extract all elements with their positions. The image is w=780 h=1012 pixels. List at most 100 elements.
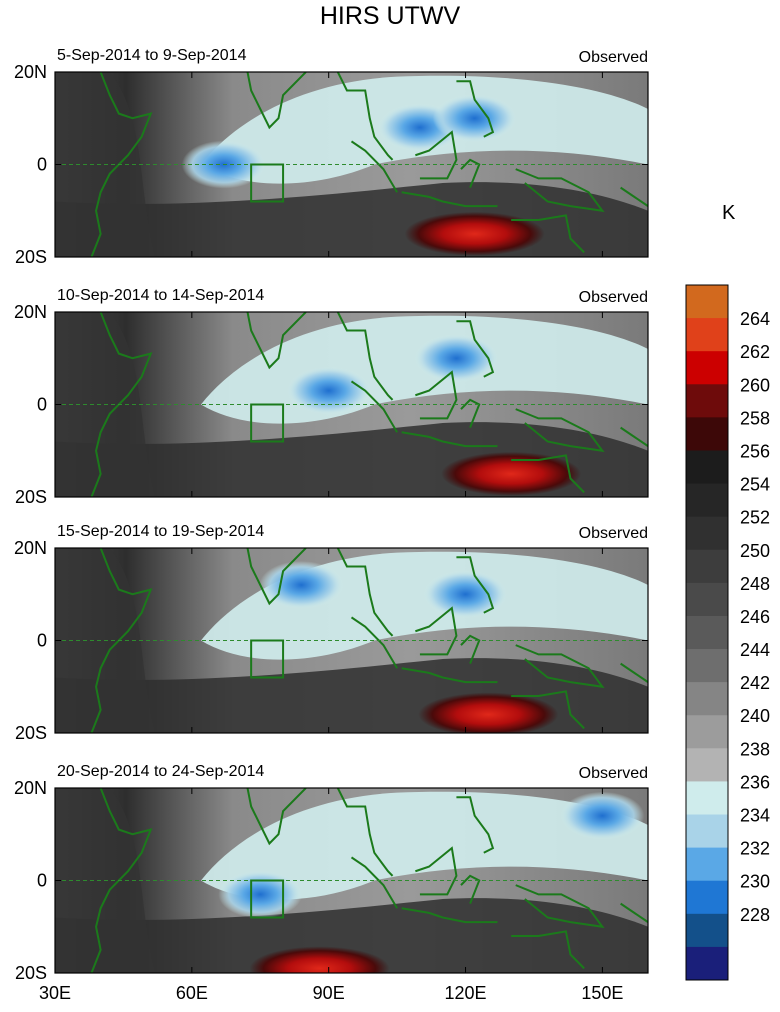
colorbar-tick-label: 234 [740,806,770,826]
study-region-box [250,163,285,203]
figure-title: HIRS UTWV [319,2,461,30]
colorbar-frame [685,284,729,981]
colorbar-tick-label: 242 [740,673,770,693]
colorbar-tick-label: 246 [740,607,770,627]
coastline [350,380,398,433]
dry-belt [55,898,648,973]
utwv-field [55,312,648,497]
colorbar-tick-label: 264 [740,309,770,329]
coastline [350,140,398,193]
y-tick-label: 20N [14,538,47,558]
study-region-box [250,403,285,443]
coastline [350,856,398,909]
coastline [90,312,153,497]
coastline [515,884,605,929]
coastline [511,214,585,254]
coastline [90,72,153,257]
colorbar-tick-label: 262 [740,342,770,362]
coastline [415,130,458,180]
coastline [515,168,605,213]
coastline [401,907,498,924]
coastline [178,788,180,789]
coastline [511,454,585,494]
dry-maximum-3 [418,692,559,733]
panel-4: 20N 0 20S 20-Sep-2014 to 24-Sep-2014 Observe… [14,763,649,983]
dry-maximum-3 [441,451,582,496]
colorbar-swatch [686,582,728,617]
colorbar-swatch [686,384,728,418]
y-tick-label: 20S [15,247,47,267]
colorbar-tick-label: 258 [740,408,770,428]
moist-minimum-1 [259,561,344,609]
coastline [350,616,398,669]
panel-tag-label: Observed [579,525,648,542]
coastline [456,320,495,378]
colorbar-swatch [686,516,728,551]
moist-minimum-2 [423,570,508,619]
coastline [460,158,481,188]
coastline [620,662,648,683]
y-tick-label: 20S [15,723,47,743]
x-tick-label: 150E [581,983,623,1003]
panel-2: 20N 0 20S 10-Sep-2014 to 14-Sep-2014 Observe… [14,287,649,507]
panel-period-label: 15-Sep-2014 to 19-Sep-2014 [57,523,264,540]
colorbar-swatch [686,649,728,683]
study-region-box [250,639,285,679]
colorbar-tick-label: 240 [740,706,770,726]
x-tick-label: 90E [313,983,345,1003]
panel-period-label: 10-Sep-2014 to 14-Sep-2014 [57,287,264,304]
y-tick-label: 0 [37,871,47,891]
colorbar: 264 262 260 258 256 254 252 250 248 246 244 242 240 2… [685,284,770,981]
coastline [178,72,180,73]
dry-maximum-4 [404,211,545,256]
colorbar-swatch [686,748,728,782]
colorbar-swatch [686,351,728,385]
coastline [336,72,394,161]
coastline [460,398,481,428]
coastline [246,312,307,370]
y-tick-label: 20N [14,62,47,82]
moist-minimum-1 [286,366,371,415]
colorbar-swatch [686,946,728,981]
coastline [415,370,458,420]
coastline [515,408,605,453]
panel-tag-label: Observed [579,289,648,306]
colorbar-tick-label: 230 [740,872,770,892]
utwv-field [55,788,648,973]
colorbar-tick-label: 256 [740,441,770,461]
colorbar-swatch [686,781,728,816]
coastline [415,606,458,656]
moist-minimum-1 [218,870,303,919]
colorbar-swatch [686,880,728,915]
colorbar-units: K [722,202,736,224]
y-tick-label: 20S [15,963,47,983]
moist-minimum-3 [432,94,517,143]
utwv-field [55,548,648,733]
y-tick-label: 20N [14,778,47,798]
coastline [456,796,495,854]
colorbar-swatch [686,285,728,319]
coastline [515,644,605,689]
colorbar-tick-label: 260 [740,375,770,395]
colorbar-tick-label: 254 [740,475,770,495]
colorbar-swatch [686,715,728,749]
coastline [336,548,394,637]
coastline [178,312,180,313]
coastline [620,186,648,207]
moist-minimum-2 [560,791,645,840]
panel-period-label: 20-Sep-2014 to 24-Sep-2014 [57,763,264,780]
utwv-field [55,72,648,257]
panel-tag-label: Observed [579,49,648,66]
panel-tag-label: Observed [579,765,648,782]
coastline [460,874,481,904]
colorbar-swatch [686,318,728,352]
colorbar-tick-label: 244 [740,640,770,660]
panel-3: 20N 0 20S 15-Sep-2014 to 19-Sep-2014 Observe… [14,523,649,743]
y-tick-label: 20N [14,302,47,322]
y-tick-label: 20S [15,487,47,507]
coastline [620,902,648,923]
colorbar-tick-label: 236 [740,772,770,792]
coastline [336,312,394,401]
colorbar-tick-label: 252 [740,508,770,528]
